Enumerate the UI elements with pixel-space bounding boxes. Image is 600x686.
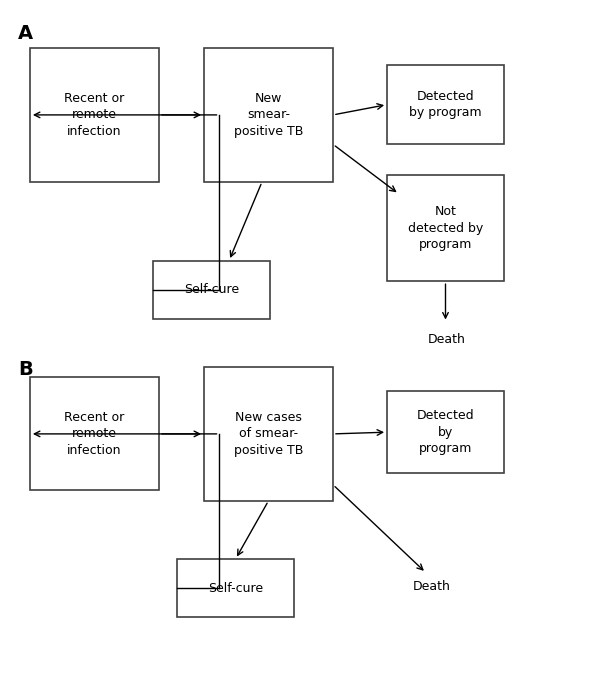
Text: New
smear-
positive TB: New smear- positive TB (234, 92, 303, 138)
Text: Detected
by program: Detected by program (409, 90, 482, 119)
Text: Not
detected by
program: Not detected by program (408, 205, 483, 251)
Text: Detected
by
program: Detected by program (416, 409, 475, 456)
Bar (30, 48, 159, 182)
Text: A: A (18, 24, 33, 43)
Bar (204, 48, 333, 182)
Bar (177, 559, 294, 617)
Text: Death: Death (413, 580, 451, 593)
Text: Recent or
remote
infection: Recent or remote infection (64, 92, 125, 138)
Text: New cases
of smear-
positive TB: New cases of smear- positive TB (234, 411, 303, 457)
Text: Self-cure: Self-cure (208, 582, 263, 595)
Text: B: B (18, 360, 33, 379)
Bar (153, 261, 270, 319)
Bar (387, 391, 504, 473)
Bar (204, 367, 333, 501)
Text: Death: Death (428, 333, 466, 346)
Bar (387, 175, 504, 281)
Text: Recent or
remote
infection: Recent or remote infection (64, 411, 125, 457)
Text: Self-cure: Self-cure (184, 283, 239, 296)
Bar (387, 65, 504, 144)
Bar (30, 377, 159, 490)
